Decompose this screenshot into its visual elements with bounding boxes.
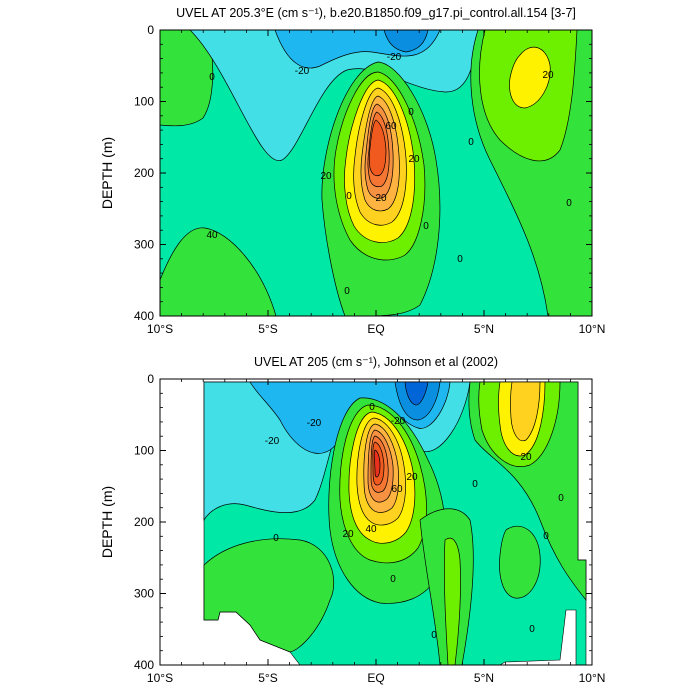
contour-label: 0	[431, 630, 437, 641]
contour-label: 20	[320, 171, 332, 182]
y-tick-label: 200	[134, 515, 154, 529]
x-tick-label: 5°N	[474, 671, 494, 685]
contour-region	[509, 381, 541, 442]
contour-label: 0	[344, 286, 350, 297]
y-axis-label-bottom: DEPTH (m)	[99, 486, 115, 558]
contour-label: 20	[342, 529, 354, 540]
y-tick-label: 100	[134, 95, 154, 109]
contour-label: 0	[457, 254, 463, 265]
contour-label: 20	[375, 193, 387, 204]
y-tick-label: 0	[147, 372, 154, 386]
contour-region	[160, 227, 277, 316]
contour-label: 0	[566, 198, 572, 209]
contour-region	[373, 449, 381, 478]
y-tick-label: 100	[134, 444, 154, 458]
contour-label: 0	[369, 402, 375, 413]
contour-labels-top: 0 -20 -20 20 0 0 20 60 20 0 20 40 0 0 0 0	[206, 52, 572, 297]
y-tick-label: 300	[134, 587, 154, 601]
contour-label: 20	[406, 472, 418, 483]
contour-label: 0	[346, 191, 352, 202]
x-tick-label: 5°N	[474, 322, 494, 336]
x-tick-label: 10°N	[579, 671, 606, 685]
y-tick-label: 0	[147, 23, 154, 37]
x-tick-label: 5°S	[258, 322, 277, 336]
contour-label: 0	[423, 221, 429, 232]
y-tick-label: 400	[134, 658, 154, 672]
y-tick-label: 300	[134, 238, 154, 252]
contour-region	[383, 30, 429, 53]
x-tick-label: EQ	[367, 322, 384, 336]
contour-label: 0	[408, 107, 414, 118]
contour-label: 60	[385, 121, 397, 132]
contour-label: 0	[529, 624, 535, 635]
contour-region	[404, 381, 429, 406]
contour-label: 0	[543, 531, 549, 542]
contour-label: 20	[542, 70, 554, 81]
contour-fill-top	[160, 30, 592, 316]
contour-label: -20	[391, 416, 406, 427]
contour-region	[189, 30, 479, 161]
contour-label: -20	[387, 52, 402, 63]
contour-fill-bottom	[203, 381, 587, 665]
contour-label: 40	[206, 230, 218, 241]
contour-region	[509, 46, 551, 109]
x-tick-label: 10°S	[147, 322, 173, 336]
contour-label: 0	[209, 72, 215, 83]
contour-region	[499, 525, 541, 599]
contour-label: 20	[408, 154, 420, 165]
contour-region	[203, 538, 334, 653]
x-tick-label: 10°S	[147, 671, 173, 685]
contour-label: 40	[365, 524, 377, 535]
x-tick-label: EQ	[367, 671, 384, 685]
contour-label: 60	[391, 484, 403, 495]
x-tick-label: 10°N	[579, 322, 606, 336]
contour-label: 0	[472, 479, 478, 490]
panel-title-bottom: UVEL AT 205 (cm s⁻¹), Johnson et al (200…	[254, 355, 498, 369]
contour-label: -20	[307, 418, 322, 429]
contour-label: 0	[273, 533, 279, 544]
x-tick-label: 5°S	[258, 671, 277, 685]
contour-label: -20	[265, 436, 280, 447]
contour-label: -20	[295, 66, 310, 77]
y-tick-label: 400	[134, 309, 154, 323]
contour-label: 0	[390, 574, 396, 585]
contour-region	[368, 119, 387, 177]
contour-label: 0	[468, 137, 474, 148]
contour-label: 0	[558, 493, 564, 504]
contour-region	[443, 537, 461, 665]
contour-label: 20	[520, 452, 532, 463]
y-tick-label: 200	[134, 166, 154, 180]
y-axis-label-top: DEPTH (m)	[99, 137, 115, 209]
panel-title-top: UVEL AT 205.3°E (cm s⁻¹), b.e20.B1850.f0…	[176, 6, 576, 20]
